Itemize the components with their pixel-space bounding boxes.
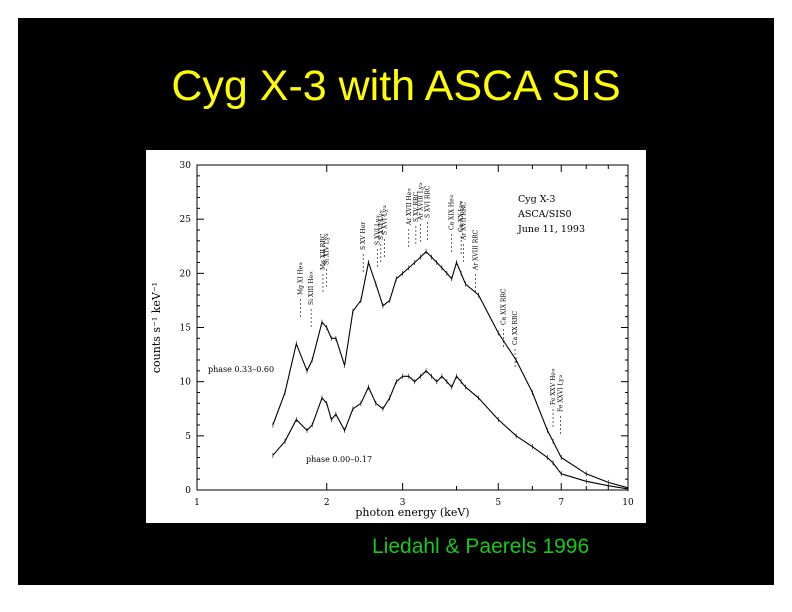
y-tick-label: 5 bbox=[185, 432, 191, 442]
x-axis-label: photon energy (keV) bbox=[355, 506, 469, 519]
annotation-label: Ar XVIII RRC bbox=[473, 229, 480, 271]
annotation-label: Ar XVII He∝ bbox=[406, 188, 413, 226]
annotation-label: Ar XVIII Ly∝ bbox=[417, 182, 424, 221]
series-label: phase 0.33–0.60 bbox=[208, 365, 274, 374]
annotation-label: Si XIV Ly∝ bbox=[324, 233, 331, 265]
legend-line: ASCA/SIS0 bbox=[517, 209, 572, 220]
chart-figure: 0 5 10 15 20 25 30 1 2 3 5 7 10 Mg XI He∝ Si XIII He∝… bbox=[146, 150, 646, 523]
y-tick-label: 10 bbox=[180, 378, 192, 388]
x-tick-label: 3 bbox=[400, 498, 406, 508]
annotation-label: Ca XIX He∝ bbox=[449, 194, 456, 230]
y-axis-label: counts s⁻¹ keV⁻¹ bbox=[150, 282, 163, 373]
y-tick-label: 25 bbox=[180, 215, 192, 225]
annotation-label: S XVI Ly∝ bbox=[378, 210, 385, 240]
annotation-label: Fe XXVI Ly∝ bbox=[557, 374, 564, 412]
x-tick-label: 7 bbox=[558, 498, 564, 508]
annotation-label: S XV Her bbox=[360, 222, 367, 250]
chart-ticks: 0 5 10 15 20 25 30 1 2 3 5 7 10 bbox=[180, 161, 634, 508]
legend-line: Cyg X-3 bbox=[518, 194, 555, 205]
annotation-label: Si XIII He∝ bbox=[308, 271, 315, 305]
x-tick-label: 5 bbox=[495, 498, 501, 508]
annotation-label: Ca XX Ly∝ bbox=[458, 200, 465, 232]
citation: Liedahl & Paerels 1996 bbox=[372, 535, 590, 558]
y-tick-label: 20 bbox=[180, 269, 192, 279]
annotation-label: Ar XVII RRC bbox=[460, 202, 467, 241]
x-tick-label: 1 bbox=[194, 498, 200, 508]
x-tick-label: 10 bbox=[622, 498, 634, 508]
annotation-label: S XV RRC bbox=[413, 191, 420, 222]
series-line-2 bbox=[272, 370, 629, 490]
chart-series bbox=[272, 249, 629, 492]
slide-title: Cyg X-3 with ASCA SIS bbox=[171, 62, 621, 110]
annotation-label: Mg XI He∝ bbox=[298, 262, 305, 295]
annotation-label: S XVI Ly∝ bbox=[374, 215, 381, 245]
y-tick-label: 30 bbox=[180, 161, 192, 171]
chart-labels: phase 0.33–0.60 phase 0.00–0.17 Cyg X-3 ASC… bbox=[150, 194, 585, 519]
y-tick-label: 0 bbox=[185, 486, 191, 496]
series-label: phase 0.00–0.17 bbox=[306, 455, 372, 464]
annotation-label: S XVI Ly∝ bbox=[381, 205, 388, 235]
annotation-label: Fe XXV He∝ bbox=[550, 368, 557, 405]
y-tick-label: 15 bbox=[180, 324, 192, 334]
annotation-label: Ca XIX RRC bbox=[500, 288, 507, 325]
series-line-1 bbox=[272, 250, 629, 489]
annotation-label: Ca XX RRC bbox=[512, 310, 519, 345]
legend-line: June 11, 1993 bbox=[517, 224, 585, 235]
annotation-label: Mg XII RRC bbox=[320, 233, 327, 270]
chart-plot: 0 5 10 15 20 25 30 1 2 3 5 7 10 Mg XI He∝ Si XIII He∝… bbox=[150, 161, 634, 519]
annotation-label: S XVI RRC bbox=[425, 185, 432, 218]
x-tick-label: 2 bbox=[324, 498, 330, 508]
